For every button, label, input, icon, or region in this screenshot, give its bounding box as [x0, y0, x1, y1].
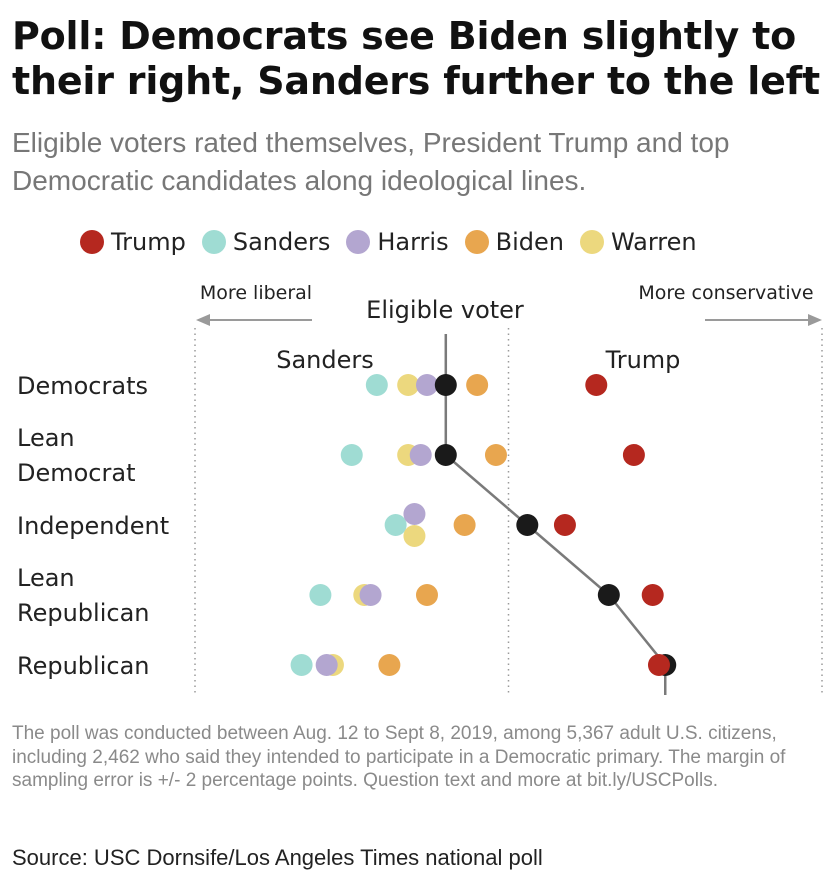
legend: Trump Sanders Harris Biden Warren	[80, 226, 713, 258]
legend-label: Sanders	[232, 228, 331, 256]
dot-sanders	[340, 444, 363, 466]
category-label: Republican	[17, 599, 150, 627]
dot-warren	[397, 374, 420, 396]
category-label: Lean	[17, 424, 75, 452]
legend-item-harris: Harris	[346, 228, 449, 256]
poll-notes: The poll was conducted between Aug. 12 t…	[12, 723, 786, 791]
sanders-annotation: Sanders	[276, 346, 374, 374]
dot-biden	[415, 584, 438, 606]
dot-warren	[403, 525, 426, 547]
dot-eligible-voter	[516, 514, 539, 536]
legend-item-trump: Trump	[80, 228, 186, 256]
dot-trump	[647, 654, 670, 676]
more-liberal-label: More liberal	[200, 282, 312, 304]
dot-sanders	[365, 374, 388, 396]
dot-sanders	[384, 514, 407, 536]
legend-label: Trump	[111, 228, 186, 256]
category-label: Independent	[17, 512, 169, 540]
category-label: Democrats	[17, 372, 148, 400]
more-conservative-arrow-head	[808, 314, 822, 326]
dot-harris	[409, 444, 432, 466]
legend-item-biden: Biden	[464, 228, 564, 256]
more-liberal-arrow-head	[196, 314, 210, 326]
dot-trump	[641, 584, 664, 606]
dot-biden	[484, 444, 507, 466]
scatter-chart: More liberal More conservative Democrats Le…	[17, 282, 823, 695]
dot-trump	[622, 444, 645, 466]
legend-swatch-sanders	[201, 230, 226, 254]
chart-subtitle: Eligible voters rated themselves, Presid…	[12, 127, 730, 196]
legend-swatch-biden	[464, 230, 489, 254]
dot-trump	[553, 514, 576, 536]
legend-swatch-harris	[346, 230, 371, 254]
source-line: Source: USC Dornsife/Los Angeles Times n…	[12, 845, 543, 870]
category-label: Democrat	[17, 459, 136, 487]
dot-harris	[359, 584, 382, 606]
dot-sanders	[290, 654, 313, 676]
legend-swatch-trump	[80, 230, 104, 254]
legend-label: Biden	[495, 228, 564, 256]
category-label: Republican	[17, 652, 150, 680]
trump-annotation: Trump	[605, 346, 681, 374]
legend-item-warren: Warren	[579, 228, 697, 256]
more-conservative-label: More conservative	[638, 282, 813, 304]
dot-eligible-voter	[597, 584, 620, 606]
legend-swatch-warren	[579, 230, 604, 254]
dot-biden	[466, 374, 489, 396]
dot-harris	[403, 503, 426, 525]
legend-item-sanders: Sanders	[201, 228, 331, 256]
legend-label: Warren	[610, 228, 697, 256]
dot-biden	[378, 654, 401, 676]
eligible-voter-label: Eligible voter	[366, 296, 524, 324]
dot-trump	[585, 374, 608, 396]
legend-label: Harris	[377, 228, 449, 256]
category-label: Lean	[17, 564, 75, 592]
dot-biden	[453, 514, 476, 536]
dot-harris	[315, 654, 338, 676]
chart-title: Poll: Democrats see Biden slightly to th…	[12, 14, 820, 103]
dot-harris	[415, 374, 438, 396]
dot-eligible-voter	[434, 444, 457, 466]
dot-eligible-voter	[434, 374, 457, 396]
dot-sanders	[309, 584, 332, 606]
